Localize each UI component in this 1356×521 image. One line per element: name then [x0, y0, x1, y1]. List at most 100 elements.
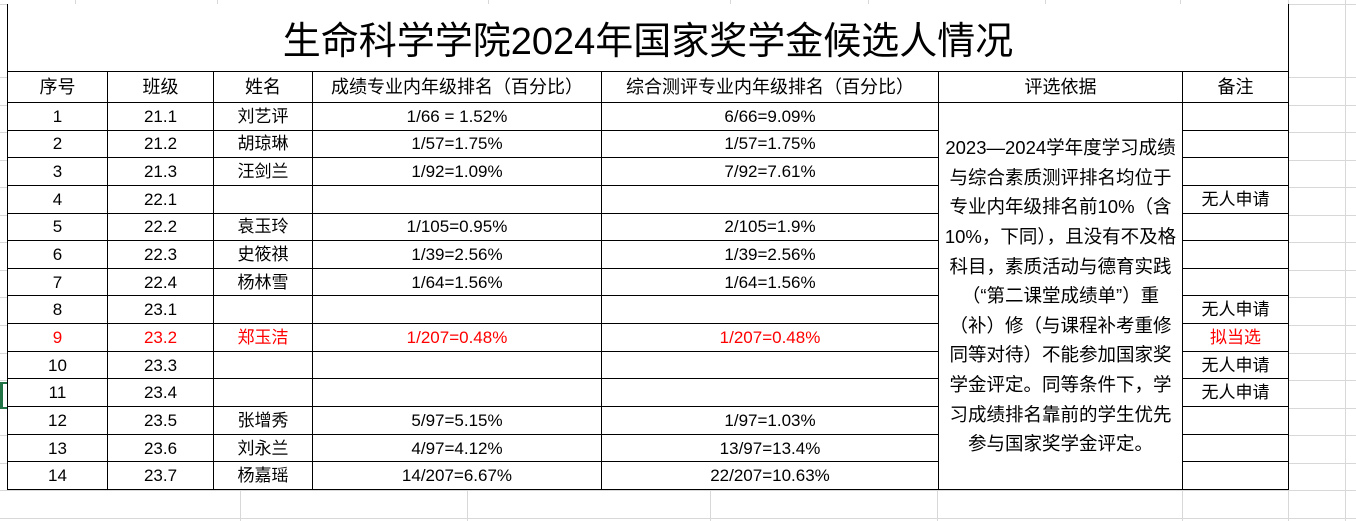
class-cell[interactable]: 23.7: [108, 462, 214, 490]
score-rank-cell[interactable]: 1/92=1.09%: [313, 158, 602, 186]
name-cell[interactable]: [214, 296, 313, 325]
header-remark[interactable]: 备注: [1183, 72, 1289, 103]
header-eval-rank[interactable]: 综合测评专业内年级排名（百分比）: [602, 72, 939, 103]
class-cell[interactable]: 23.6: [108, 434, 214, 463]
name-cell[interactable]: 史筱祺: [214, 241, 313, 269]
remark-cell[interactable]: [1183, 462, 1289, 490]
score-rank-cell[interactable]: 1/207=0.48%: [313, 324, 602, 352]
eval-rank-cell[interactable]: 6/66=9.09%: [602, 103, 939, 131]
name-cell[interactable]: 杨林雪: [214, 268, 313, 297]
remark-cell[interactable]: [1183, 434, 1289, 463]
header-class[interactable]: 班级: [108, 72, 214, 103]
class-cell[interactable]: 22.3: [108, 241, 214, 269]
eval-rank-cell[interactable]: 7/92=7.61%: [602, 158, 939, 186]
score-rank-cell[interactable]: 5/97=5.15%: [313, 407, 602, 435]
eval-rank-cell[interactable]: 1/57=1.75%: [602, 130, 939, 159]
remark-cell[interactable]: [1183, 103, 1289, 131]
score-rank-cell[interactable]: [313, 379, 602, 408]
sheet-gridline: [1288, 0, 1289, 4]
score-rank-cell[interactable]: 1/57=1.75%: [313, 130, 602, 159]
score-rank-cell[interactable]: 1/64=1.56%: [313, 268, 602, 297]
class-cell[interactable]: 22.1: [108, 185, 214, 214]
name-cell[interactable]: 杨嘉瑶: [214, 462, 313, 490]
remark-cell[interactable]: 无人申请: [1183, 379, 1289, 408]
row-number-cell[interactable]: 6: [8, 241, 108, 269]
row-number-cell[interactable]: 7: [8, 268, 108, 297]
name-cell[interactable]: [214, 351, 313, 380]
header-criteria[interactable]: 评选依据: [939, 72, 1183, 103]
class-cell[interactable]: 23.1: [108, 296, 214, 325]
row-number-cell[interactable]: 2: [8, 130, 108, 159]
row-number-cell[interactable]: 14: [8, 462, 108, 490]
eval-rank-cell[interactable]: [602, 351, 939, 380]
name-cell[interactable]: 胡琼琳: [214, 130, 313, 159]
eval-rank-cell[interactable]: [602, 379, 939, 408]
header-no[interactable]: 序号: [8, 72, 108, 103]
remark-cell[interactable]: [1183, 158, 1289, 186]
name-cell[interactable]: 汪剑兰: [214, 158, 313, 186]
eval-rank-cell[interactable]: 22/207=10.63%: [602, 462, 939, 490]
name-cell[interactable]: 张增秀: [214, 407, 313, 435]
row-number-cell[interactable]: 1: [8, 103, 108, 131]
remark-cell[interactable]: 无人申请: [1183, 351, 1289, 380]
remark-cell[interactable]: [1183, 268, 1289, 297]
eval-rank-cell[interactable]: [602, 296, 939, 325]
eval-rank-cell[interactable]: 1/97=1.03%: [602, 407, 939, 435]
name-cell[interactable]: [214, 185, 313, 214]
score-rank-cell[interactable]: [313, 351, 602, 380]
score-rank-cell[interactable]: 1/105=0.95%: [313, 213, 602, 242]
eval-rank-cell[interactable]: 1/39=2.56%: [602, 241, 939, 269]
row-number-cell[interactable]: 3: [8, 158, 108, 186]
class-cell[interactable]: 21.2: [108, 130, 214, 159]
class-cell[interactable]: 22.4: [108, 268, 214, 297]
sheet-gridline: [1288, 490, 1289, 521]
criteria-merged-cell[interactable]: 2023—2024学年度学习成绩与综合素质测评排名均位于专业内年级排名前10%（…: [939, 103, 1183, 490]
class-cell[interactable]: 21.3: [108, 158, 214, 186]
row-number-cell[interactable]: 10: [8, 351, 108, 380]
score-rank-cell[interactable]: [313, 185, 602, 214]
name-cell[interactable]: 刘艺评: [214, 103, 313, 131]
header-name[interactable]: 姓名: [214, 72, 313, 103]
class-cell[interactable]: 22.2: [108, 213, 214, 242]
eval-rank-cell[interactable]: 13/97=13.4%: [602, 434, 939, 463]
score-rank-cell[interactable]: [313, 296, 602, 325]
eval-rank-cell[interactable]: [602, 185, 939, 214]
remark-cell[interactable]: 拟当选: [1183, 324, 1289, 352]
row-number-cell[interactable]: 4: [8, 185, 108, 214]
score-rank-cell[interactable]: 14/207=6.67%: [313, 462, 602, 490]
sheet-gridline: [1180, 0, 1181, 4]
class-cell[interactable]: 23.3: [108, 351, 214, 380]
name-cell[interactable]: 刘永兰: [214, 434, 313, 463]
eval-rank-cell[interactable]: 1/207=0.48%: [602, 324, 939, 352]
class-cell[interactable]: 23.2: [108, 324, 214, 352]
name-cell[interactable]: 袁玉玲: [214, 213, 313, 242]
row-number-cell[interactable]: 13: [8, 434, 108, 463]
eval-rank-cell[interactable]: 1/64=1.56%: [602, 268, 939, 297]
row-number-cell[interactable]: 12: [8, 407, 108, 435]
score-rank-cell[interactable]: 1/39=2.56%: [313, 241, 602, 269]
header-score-rank[interactable]: 成绩专业内年级排名（百分比）: [313, 72, 602, 103]
score-rank-cell[interactable]: 1/66 = 1.52%: [313, 103, 602, 131]
eval-rank-cell[interactable]: 2/105=1.9%: [602, 213, 939, 242]
class-cell[interactable]: 23.5: [108, 407, 214, 435]
row-number-cell[interactable]: 5: [8, 213, 108, 242]
selection-border-left: [0, 381, 3, 409]
score-rank-cell[interactable]: 4/97=4.12%: [313, 434, 602, 463]
name-cell[interactable]: 郑玉洁: [214, 324, 313, 352]
remark-cell[interactable]: [1183, 407, 1289, 435]
sheet-gridline: [1045, 0, 1046, 4]
remark-cell[interactable]: 无人申请: [1183, 296, 1289, 325]
row-number-cell[interactable]: 8: [8, 296, 108, 325]
remark-cell[interactable]: [1183, 130, 1289, 159]
name-cell[interactable]: [214, 379, 313, 408]
remark-cell[interactable]: [1183, 213, 1289, 242]
row-number-cell[interactable]: 9: [8, 324, 108, 352]
class-cell[interactable]: 21.1: [108, 103, 214, 131]
remark-cell[interactable]: [1183, 241, 1289, 269]
sheet-title[interactable]: 生命科学学院2024年国家奖学金候选人情况: [8, 4, 1289, 72]
sheet-gridline: [217, 0, 218, 4]
selection-border-top: [0, 381, 7, 384]
row-number-cell[interactable]: 11: [8, 379, 108, 408]
class-cell[interactable]: 23.4: [108, 379, 214, 408]
remark-cell[interactable]: 无人申请: [1183, 185, 1289, 214]
